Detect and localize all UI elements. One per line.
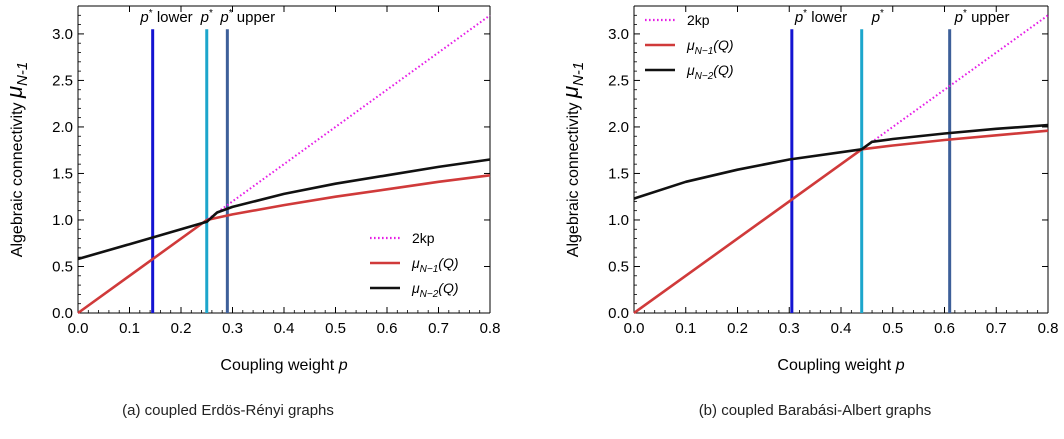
x-tick-label: 0.2 xyxy=(727,320,748,337)
legend-label-mu: μ xyxy=(411,280,420,296)
x-axis-label: Coupling weight p xyxy=(777,357,904,374)
x-axis-label-var: p xyxy=(338,357,348,374)
chart-a: 0.0 0.1 0.2 0.3 0.4 0.5 0.6 0.7 0.8 0.0 0.5 1.0 1.5 2… xyxy=(2,5,501,374)
y-tick-label: 1.0 xyxy=(52,212,73,229)
legend-label: μN−1(Q) xyxy=(686,37,734,57)
legend-label: μN−2(Q) xyxy=(411,280,459,300)
y-tick-label: 1.0 xyxy=(608,212,629,229)
y-axis-label-mu: μ xyxy=(558,86,583,99)
y-tick-label: 0.5 xyxy=(608,258,629,275)
y-axis-label-mu: μ xyxy=(2,86,27,99)
legend-label-arg: (Q) xyxy=(438,255,458,271)
p-star-sup: * xyxy=(149,8,153,19)
p-star-p: p xyxy=(219,9,228,26)
x-tick-label: 0.2 xyxy=(171,320,192,337)
legend-label-arg: (Q) xyxy=(438,280,458,296)
y-axis-label-sub: N-1 xyxy=(14,62,31,86)
p-star-label: p* upper xyxy=(954,8,1010,26)
y-tick-label: 0.0 xyxy=(52,305,73,322)
y-tick-label: 1.5 xyxy=(608,165,629,182)
x-tick-label: 0.8 xyxy=(480,320,501,337)
y-tick-label: 2.5 xyxy=(608,72,629,89)
y-tick-label: 0.5 xyxy=(52,258,73,275)
p-star-p: p xyxy=(200,9,209,26)
y-tick-label: 1.5 xyxy=(52,165,73,182)
x-tick-label: 0.5 xyxy=(325,320,346,337)
legend-label-sub: N−1 xyxy=(695,46,714,57)
legend-label-mu: μ xyxy=(411,255,420,271)
x-tick-label: 0.4 xyxy=(274,320,295,337)
p-star-label: p* upper xyxy=(219,8,275,26)
x-axis-label-text: Coupling weight xyxy=(220,357,338,374)
p-star-suffix: lower xyxy=(153,9,193,26)
p-star-sup: * xyxy=(229,8,233,19)
y-axis-label-text: Algebraic connectivity xyxy=(9,98,26,257)
p-star-sup: * xyxy=(963,8,967,19)
x-axis-label: Coupling weight p xyxy=(220,357,347,374)
y-tick-label: 3.0 xyxy=(52,26,73,43)
legend-label: μN−2(Q) xyxy=(686,62,734,82)
legend-label-arg: (Q) xyxy=(713,62,733,78)
x-tick-label: 0.7 xyxy=(986,320,1007,337)
chart-b: 0.0 0.1 0.2 0.3 0.4 0.5 0.6 0.7 0.8 0.0 0.5 1.0 1.5 2… xyxy=(558,5,1059,374)
p-star-label: p* lower xyxy=(794,8,847,26)
x-tick-label: 0.3 xyxy=(222,320,243,337)
p-star-p: p xyxy=(954,9,963,26)
p-star-sup: * xyxy=(880,8,884,19)
p-star-suffix: lower xyxy=(807,9,847,26)
p-star-p: p xyxy=(139,9,148,26)
series-line xyxy=(633,123,1049,200)
p-star-suffix: upper xyxy=(233,9,276,26)
y-axis-label: Algebraic connectivity μN-1 xyxy=(558,62,587,257)
p-star-sup: * xyxy=(209,8,213,19)
x-tick-label: 0.0 xyxy=(624,320,645,337)
p-star-suffix: upper xyxy=(967,9,1010,26)
y-tick-label: 0.0 xyxy=(608,305,629,322)
y-tick-label: 2.0 xyxy=(52,119,73,136)
p-star-sup: * xyxy=(803,8,807,19)
x-tick-label: 0.0 xyxy=(68,320,89,337)
x-tick-label: 0.4 xyxy=(831,320,852,337)
y-axis-label-sub: N-1 xyxy=(570,62,587,86)
x-tick-label: 0.6 xyxy=(934,320,955,337)
legend-label-sub: N−2 xyxy=(695,71,714,82)
caption-a: (a) coupled Erdös-Rényi graphs xyxy=(122,402,334,419)
p-star-p: p xyxy=(794,9,803,26)
y-tick-label: 2.5 xyxy=(52,72,73,89)
p-star-label: p* xyxy=(871,8,884,26)
x-tick-label: 0.8 xyxy=(1038,320,1059,337)
legend-label-arg: (Q) xyxy=(713,37,733,53)
y-axis-label-text: Algebraic connectivity xyxy=(565,98,582,257)
x-axis-label-text: Coupling weight xyxy=(777,357,895,374)
series-line xyxy=(77,158,491,261)
x-axis-label-var: p xyxy=(895,357,905,374)
series-line xyxy=(633,129,1049,315)
p-star-p: p xyxy=(871,9,880,26)
x-tick-label: 0.3 xyxy=(779,320,800,337)
legend-label-sub: N−2 xyxy=(420,289,439,300)
p-star-label: p* lower xyxy=(139,8,192,26)
legend-label-mu: μ xyxy=(686,37,695,53)
x-tick-label: 0.7 xyxy=(428,320,449,337)
legend-label: μN−1(Q) xyxy=(411,255,459,275)
legend-label: 2kp xyxy=(687,12,710,28)
x-tick-label: 0.5 xyxy=(882,320,903,337)
x-tick-label: 0.1 xyxy=(119,320,140,337)
p-star-label: p* xyxy=(200,8,213,26)
y-tick-label: 2.0 xyxy=(608,119,629,136)
y-tick-label: 3.0 xyxy=(608,26,629,43)
y-axis-label: Algebraic connectivity μN-1 xyxy=(2,62,31,257)
legend-label: 2kp xyxy=(412,230,435,246)
caption-b: (b) coupled Barabási-Albert graphs xyxy=(698,402,932,419)
legend-label-sub: N−1 xyxy=(420,264,439,275)
x-tick-label: 0.6 xyxy=(377,320,398,337)
x-tick-label: 0.1 xyxy=(675,320,696,337)
legend-label-mu: μ xyxy=(686,62,695,78)
